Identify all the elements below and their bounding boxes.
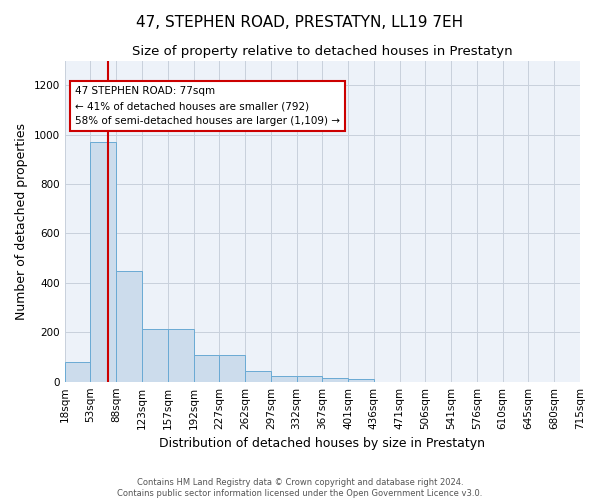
Bar bbox=[348, 379, 374, 382]
Bar bbox=[168, 328, 193, 382]
Bar bbox=[91, 142, 116, 382]
Text: Contains HM Land Registry data © Crown copyright and database right 2024.
Contai: Contains HM Land Registry data © Crown c… bbox=[118, 478, 482, 498]
Bar bbox=[271, 376, 296, 382]
Title: Size of property relative to detached houses in Prestatyn: Size of property relative to detached ho… bbox=[132, 45, 512, 58]
Bar bbox=[116, 270, 142, 382]
Bar bbox=[193, 354, 219, 382]
X-axis label: Distribution of detached houses by size in Prestatyn: Distribution of detached houses by size … bbox=[160, 437, 485, 450]
Bar bbox=[142, 328, 168, 382]
Bar bbox=[219, 354, 245, 382]
Text: 47, STEPHEN ROAD, PRESTATYN, LL19 7EH: 47, STEPHEN ROAD, PRESTATYN, LL19 7EH bbox=[136, 15, 464, 30]
Bar bbox=[65, 362, 91, 382]
Bar bbox=[322, 378, 348, 382]
Text: 47 STEPHEN ROAD: 77sqm
← 41% of detached houses are smaller (792)
58% of semi-de: 47 STEPHEN ROAD: 77sqm ← 41% of detached… bbox=[75, 86, 340, 126]
Bar bbox=[245, 370, 271, 382]
Y-axis label: Number of detached properties: Number of detached properties bbox=[15, 122, 28, 320]
Bar bbox=[296, 376, 322, 382]
